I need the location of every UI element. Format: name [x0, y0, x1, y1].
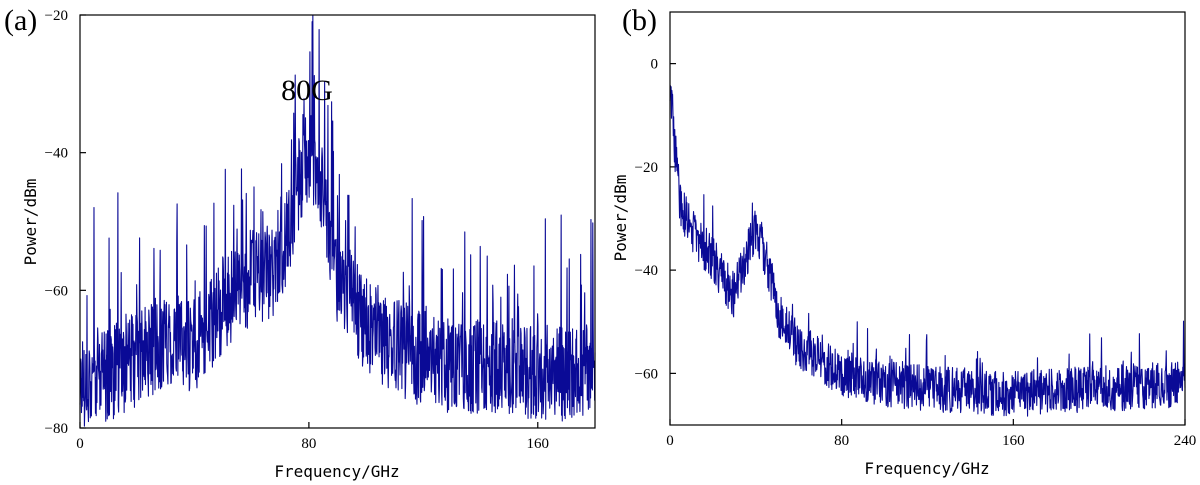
y-tick-label: −20: [635, 160, 658, 176]
panel-label-a: (a): [4, 4, 37, 37]
plot-frame-b: [669, 11, 1186, 426]
panel-label-b: (b): [622, 4, 657, 37]
x-tick-label: 160: [1002, 433, 1025, 449]
plot-frame-a: [79, 14, 596, 429]
chart-panel-b: (b) 0 80 160 240 −60 −40 −20 0 Frequency/GHz Po…: [611, 4, 1196, 478]
panel-a-ticks: 0 80 160 −80 −60 −40 −20: [45, 8, 549, 452]
x-tick-label: 160: [527, 436, 550, 452]
series-line-b: [669, 85, 1186, 417]
x-tick-label: 80: [834, 433, 849, 449]
x-tick-label: 0: [76, 436, 84, 452]
y-tick-label: 0: [651, 57, 659, 73]
y-tick-label: −60: [635, 366, 658, 382]
y-tick-label: −20: [45, 8, 68, 24]
y-tick-label: −80: [45, 421, 68, 437]
chart-panel-a: (a) 0 80 160 −80 −60 −40 −20 80G Frequency/GHz…: [4, 4, 596, 481]
x-axis-label-a: Frequency/GHz: [274, 462, 399, 481]
y-axis-label-b: Power/dBm: [611, 175, 630, 262]
y-tick-label: −40: [45, 146, 68, 162]
annotation-80g: 80G: [281, 74, 333, 107]
series-line-a: [79, 14, 596, 427]
y-tick-label: −60: [45, 283, 68, 299]
y-tick-label: −40: [635, 263, 658, 279]
y-axis-label-a: Power/dBm: [21, 179, 40, 266]
panel-b-ticks: 0 80 160 240 −60 −40 −20 0: [635, 57, 1197, 449]
x-tick-label: 80: [301, 436, 316, 452]
x-tick-label: 240: [1174, 433, 1197, 449]
x-tick-label: 0: [666, 433, 674, 449]
x-axis-label-b: Frequency/GHz: [864, 459, 989, 478]
